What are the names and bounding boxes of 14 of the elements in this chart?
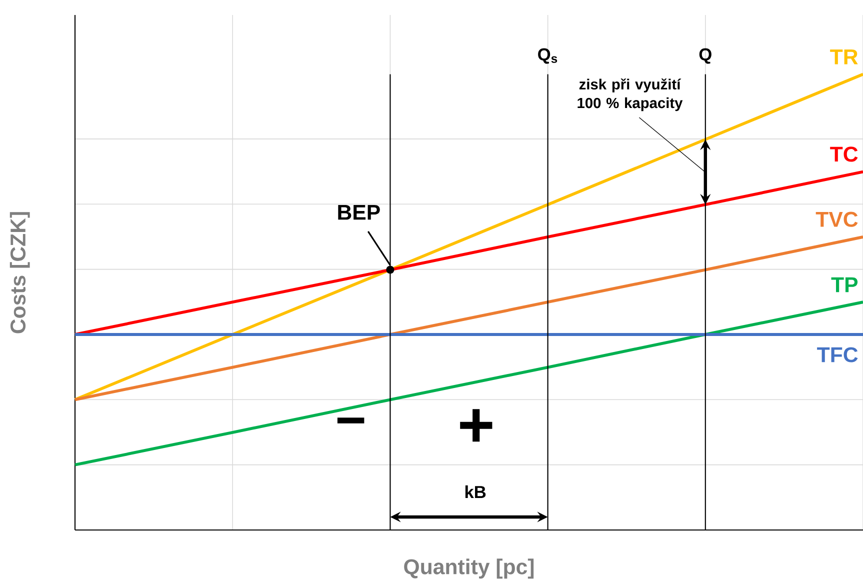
annotation: zisk při využití 100 % kapacity [578,78,683,112]
annotation: kB [465,485,486,498]
annotation: − [337,418,364,424]
annotation: BEP [338,205,380,220]
series-label: TVC [816,212,858,227]
text: Q [699,48,712,64]
x-axis-title: Quantity [pc] [404,558,534,579]
annotation: + [460,409,492,442]
series-label: TR [830,50,858,64]
text: Q$_{s}$ [538,48,558,64]
series-label: TP [831,277,858,292]
y-axis-title: Costs [CZK] [10,212,30,334]
series-label: TFC [817,347,858,362]
series-label: TC [830,146,858,162]
